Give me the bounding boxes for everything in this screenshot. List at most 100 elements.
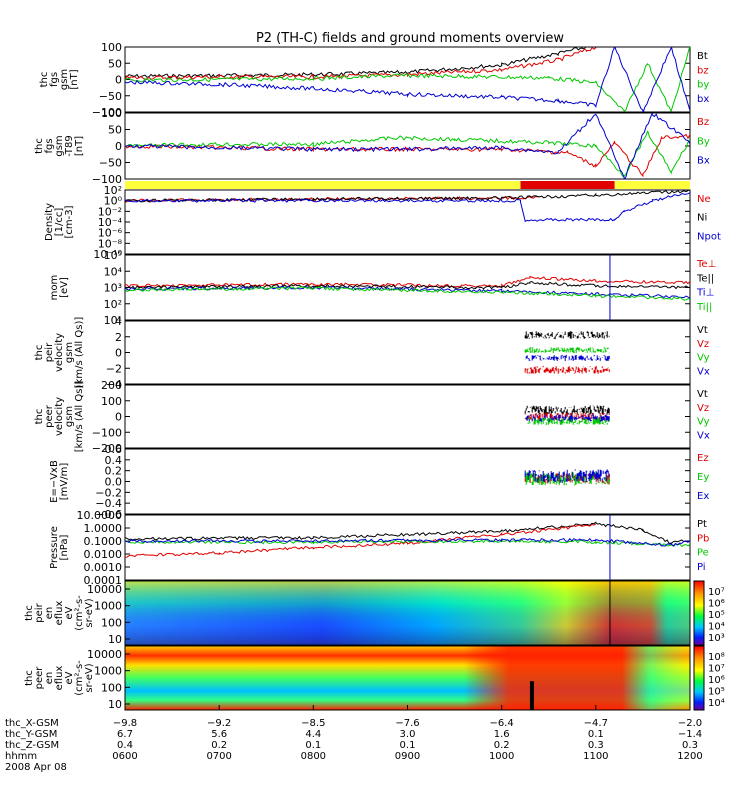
y-tick-label: 0 xyxy=(115,347,122,360)
colorbar-label: 10³ xyxy=(708,633,725,644)
legend-label: Npot xyxy=(697,231,721,242)
y-axis-label: eflux xyxy=(54,666,65,691)
x-axis-value: 0700 xyxy=(206,751,231,762)
y-axis-label: [nT] xyxy=(69,69,80,89)
series-by xyxy=(125,47,690,112)
series-By xyxy=(125,130,690,179)
y-tick-label: 2 xyxy=(115,331,122,344)
y-tick-label: 50 xyxy=(108,124,122,137)
chart-title: P2 (TH-C) fields and ground moments over… xyxy=(256,31,564,46)
y-tick-label: 10 xyxy=(108,633,122,646)
y-tick-label: 10⁴ xyxy=(104,265,123,278)
y-tick-label: 1000 xyxy=(94,665,122,678)
x-axis-value: 1200 xyxy=(677,751,702,762)
series-bz xyxy=(125,47,597,81)
y-axis-label: Pressure xyxy=(49,526,60,569)
y-tick-label: 10² xyxy=(104,298,122,311)
series-Pb xyxy=(125,523,596,558)
colorbar xyxy=(693,645,705,711)
y-tick-label: −0.4 xyxy=(95,497,122,510)
panel-3: Density [1/cc] [cm-3]10²10⁰10⁻²10⁻⁴10⁻⁶10⁻… xyxy=(44,184,721,261)
y-tick-label: 0.0100 xyxy=(84,548,123,561)
legend-label: Vz xyxy=(697,339,709,350)
x-axis-value: 0.3 xyxy=(588,740,604,751)
colorbar-label: 10⁵ xyxy=(708,687,725,698)
x-axis-value: −7.6 xyxy=(395,718,419,729)
spectrogram-overlay xyxy=(125,646,690,710)
legend-label: Bt xyxy=(697,51,708,62)
x-axis-value: 0.2 xyxy=(211,740,227,751)
legend-label: Vy xyxy=(697,353,710,364)
series-Pi xyxy=(125,537,690,547)
legend-label: Te⊥ xyxy=(696,259,716,270)
y-axis-label: [nPa] xyxy=(59,534,70,560)
series-Vx xyxy=(524,354,610,361)
legend-label: Vt xyxy=(697,389,708,400)
series-Bz xyxy=(125,133,690,178)
y-axis-label: peir xyxy=(44,342,55,362)
y-axis-label: [nT] xyxy=(74,136,85,156)
panel-4: mom [eV] 10⁵ 10⁴ 10³ 10² 10¹ Te⊥ Te|| Ti⊥ Ti|| xyxy=(49,249,716,327)
y-tick-label: −100 xyxy=(92,426,122,439)
y-tick-label: −4 xyxy=(106,378,122,391)
y-tick-label: 10¹ xyxy=(104,314,122,327)
y-tick-label: 10⁰ xyxy=(104,195,123,208)
y-tick-label: 0 xyxy=(115,74,122,87)
y-axis-label: [mV/m] xyxy=(59,463,70,501)
y-tick-label: 4 xyxy=(115,315,122,328)
series-Vx xyxy=(524,414,610,422)
legend-label: bx xyxy=(697,94,709,105)
colorbar-label: 10⁴ xyxy=(708,698,725,709)
y-tick-label: 100 xyxy=(101,41,122,54)
y-axis-label: [cm-3] xyxy=(64,205,75,238)
y-tick-label: −100 xyxy=(92,173,122,186)
panel-frame xyxy=(124,448,691,515)
y-axis-label: (cm²-s- xyxy=(74,660,85,696)
y-tick-label: 10⁻² xyxy=(98,205,122,218)
y-tick-label: −0.6 xyxy=(95,508,122,521)
legend-label: Bx xyxy=(697,156,710,167)
y-tick-label: 10000 xyxy=(87,648,122,661)
panel-frame xyxy=(124,514,691,581)
y-axis-label: thc xyxy=(34,409,45,425)
panel-10: thc peer en eflux eV (cm²-s-sr-eV) 10000 1000 10… xyxy=(24,645,725,711)
series-Ti|| xyxy=(125,286,690,301)
x-axis-value: 0.2 xyxy=(494,740,510,751)
legend-label: Ey xyxy=(697,472,709,483)
y-axis-label: gsm xyxy=(54,135,65,156)
series-Ex xyxy=(524,469,610,483)
y-tick-label: −100 xyxy=(92,106,122,119)
legend-label: Ne xyxy=(697,194,711,205)
x-axis-value: 0.1 xyxy=(400,740,416,751)
y-tick-label: 0.6 xyxy=(105,443,123,456)
series-bx xyxy=(125,47,690,112)
spectrogram-gap xyxy=(529,681,534,710)
colorbar-label: 10⁶ xyxy=(708,675,725,686)
panel-8: Pressure [nPa]10.00001.00000.10000.01000.… xyxy=(49,509,709,587)
series-Bt xyxy=(125,47,597,79)
y-tick-label: 10⁻⁶ xyxy=(98,227,123,240)
panel-0: thc fgs gsm [nT] 100 50 0 −50 −100 Bt bz by bx xyxy=(39,41,709,119)
y-axis-label: gsm xyxy=(64,406,75,427)
panel-frame xyxy=(124,384,691,449)
y-tick-label: 10² xyxy=(104,184,122,197)
legend-label: Ex xyxy=(697,491,709,502)
mode-segment xyxy=(125,181,521,189)
legend-label: Vx xyxy=(697,366,710,377)
y-tick-label: −200 xyxy=(92,442,122,455)
x-axis-row-label: thc_Z-GSM xyxy=(5,740,59,751)
panel-2 xyxy=(125,181,690,189)
series-Ti⊥ xyxy=(125,285,690,299)
y-axis-label: E=−VxB xyxy=(49,460,60,503)
panel-9: thc peir en eflux eV (cm²-s-sr-eV) 10000 1000 10… xyxy=(24,580,725,646)
legend-label: By xyxy=(697,136,710,147)
y-tick-label: 200 xyxy=(101,379,122,392)
x-axis-row-label: thc_X-GSM xyxy=(5,718,59,729)
series-Bx xyxy=(125,113,690,179)
y-axis-label: gsm xyxy=(59,69,70,90)
y-tick-label: 0.0010 xyxy=(84,561,123,574)
y-axis-label: -T89 xyxy=(64,135,75,157)
x-axis-value: −9.2 xyxy=(207,718,231,729)
y-tick-label: 0.1000 xyxy=(84,535,123,548)
y-tick-label: −2 xyxy=(106,362,122,375)
